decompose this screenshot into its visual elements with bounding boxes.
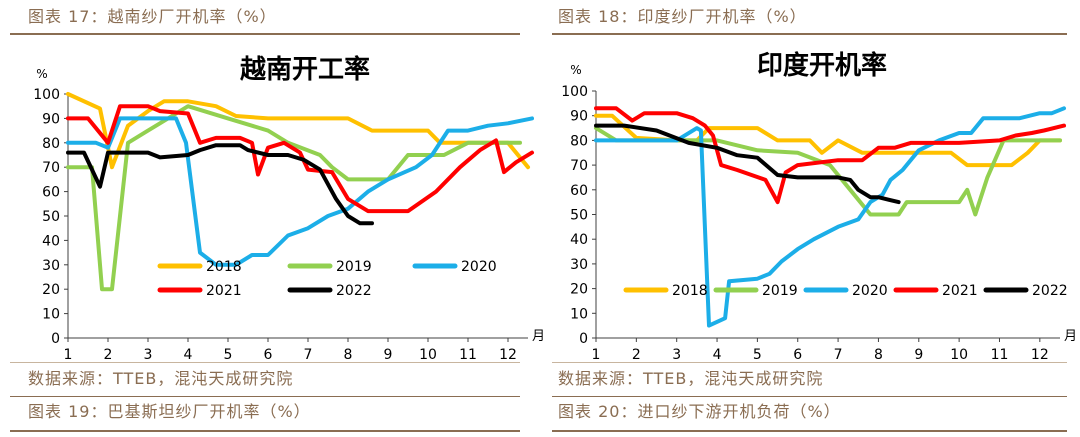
y-tick-label: 60 [570,183,588,199]
legend-label-2019: 2019 [762,283,798,299]
x-tick-label: 5 [753,347,762,363]
legend-label-2022: 2022 [336,283,372,299]
y-tick-label: 50 [570,208,588,224]
x-tick-label: 8 [874,347,883,363]
x-tick-label: 12 [499,347,517,363]
y-tick-label: 40 [570,232,588,248]
x-tick-label: 6 [264,347,273,363]
series-line-2021 [594,106,1066,205]
x-tick-label: 10 [419,347,437,363]
caption-underline-right [552,33,1067,35]
series-line-2022 [66,143,374,226]
source-divider-right [552,362,1067,363]
x-tick-label: 5 [224,347,233,363]
y-tick-label: 0 [579,331,588,347]
x-tick-label: 11 [991,347,1009,363]
source-divider-left [10,362,520,363]
y-tick-label: 10 [570,306,588,322]
series-line-2022 [594,123,901,205]
x-tick-label: 10 [950,347,968,363]
caption-underline-left [10,33,520,35]
y-tick-label: 30 [42,258,60,274]
legend-label-2018: 2018 [206,259,242,275]
caption-underline-bottom-left [10,396,520,397]
y-tick-label: 50 [42,209,60,225]
x-tick-label: 4 [713,347,722,363]
series-line-2018 [66,92,530,170]
x-axis-unit: 月 [1064,329,1077,344]
legend-label-2021: 2021 [206,283,242,299]
y-tick-label: 80 [570,133,588,149]
y-tick-label: 100 [33,87,60,103]
legend-label-2022: 2022 [1032,283,1068,299]
y-tick-label: 60 [42,185,60,201]
x-tick-label: 2 [632,347,641,363]
series-line-2021 [66,104,534,214]
y-tick-label: 90 [570,109,588,125]
x-tick-label: 6 [793,347,802,363]
x-tick-label: 3 [672,347,681,363]
legend-label-2018: 2018 [672,283,708,299]
y-tick-label: 80 [42,136,60,152]
caption-figure-19: 图表 19：巴基斯坦纱厂开机率（%） [28,402,311,421]
x-tick-label: 2 [104,347,113,363]
y-tick-label: 70 [570,158,588,174]
series-line-2019 [66,104,522,292]
legend-label-2020: 2020 [461,259,497,275]
legend-label-2019: 2019 [336,259,372,275]
caption-underline-bottom-right [552,396,1067,397]
legend-label-2020: 2020 [852,283,888,299]
x-tick-label: 1 [592,347,601,363]
y-tick-label: 10 [42,307,60,323]
x-tick-label: 9 [914,347,923,363]
series-line-2020 [66,116,534,267]
x-tick-label: 4 [184,347,193,363]
series-line-2020 [594,106,1066,328]
caption-bottom-rule-left [10,430,520,432]
y-tick-label: 20 [42,282,60,298]
source-note-left: 数据来源：TTEB，混沌天成研究院 [28,369,294,388]
x-axis-unit: 月 [532,329,545,344]
x-tick-label: 12 [1031,347,1049,363]
x-tick-label: 7 [304,347,313,363]
caption-figure-17: 图表 17：越南纱厂开机率（%） [28,7,277,26]
caption-bottom-rule-right [552,430,1067,432]
chart-title: 越南开工率 [240,54,370,85]
y-tick-label: 0 [51,331,60,347]
y-tick-label: 70 [42,160,60,176]
caption-figure-18: 图表 18：印度纱厂开机率（%） [558,7,807,26]
chart-title: 印度开机率 [757,50,887,81]
x-tick-label: 9 [384,347,393,363]
y-tick-label: 100 [561,84,588,100]
y-tick-label: 20 [570,282,588,298]
x-tick-label: 8 [344,347,353,363]
x-tick-label: 7 [834,347,843,363]
source-note-right: 数据来源：TTEB，混沌天成研究院 [558,369,824,388]
x-tick-label: 11 [459,347,477,363]
x-tick-label: 1 [64,347,73,363]
y-axis-unit: % [36,67,47,81]
y-axis-unit: % [570,63,581,77]
caption-figure-20: 图表 20：进口纱下游开机负荷（%） [558,402,841,421]
y-tick-label: 30 [570,257,588,273]
legend-label-2021: 2021 [942,283,978,299]
y-tick-label: 40 [42,233,60,249]
x-tick-label: 3 [144,347,153,363]
y-tick-label: 90 [42,111,60,127]
